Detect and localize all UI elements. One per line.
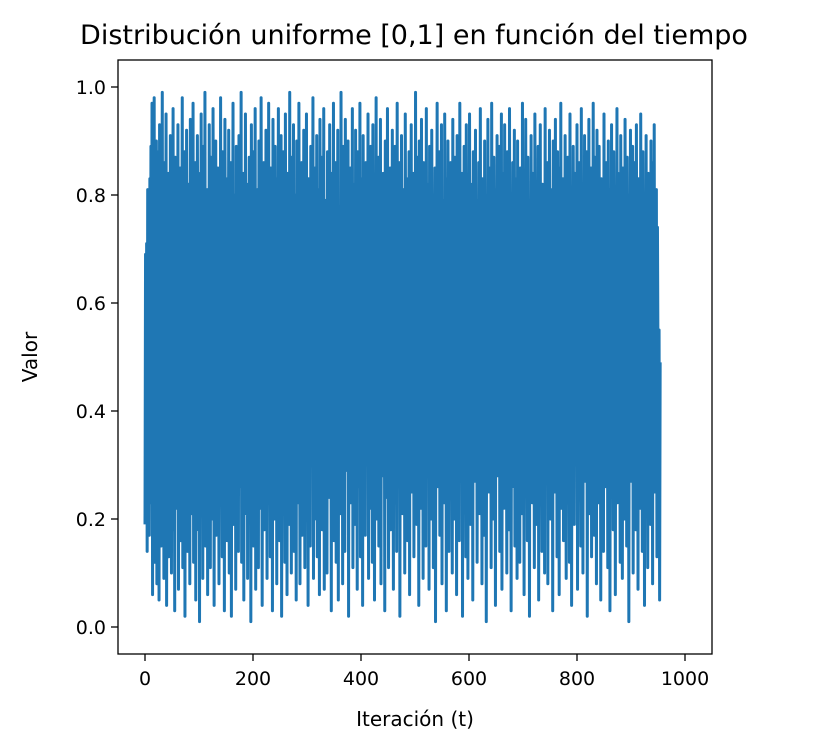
series-line-1 <box>143 90 662 624</box>
x-tick-label: 800 <box>559 668 595 690</box>
x-tick-label: 600 <box>451 668 487 690</box>
x-axis-label: Iteración (t) <box>356 707 474 731</box>
y-tick-label: 0.2 <box>76 509 106 531</box>
y-tick-label: 0.6 <box>76 293 106 315</box>
y-axis: 0.0 0.2 0.4 0.6 0.8 1.0 <box>76 77 118 639</box>
x-tick-label: 1000 <box>661 668 709 690</box>
x-tick-label: 400 <box>343 668 379 690</box>
plot-area <box>117 59 713 655</box>
y-tick-label: 0.4 <box>76 401 106 423</box>
series-layer <box>143 90 662 624</box>
x-tick-label: 200 <box>235 668 271 690</box>
x-tick-label: 0 <box>139 668 151 690</box>
y-tick-label: 1.0 <box>76 77 106 99</box>
plot-frame <box>117 59 713 655</box>
y-tick-label: 0.0 <box>76 617 106 639</box>
x-axis: 0 200 400 600 800 1000 <box>139 654 709 690</box>
y-tick-label: 0.8 <box>76 185 106 207</box>
y-axis-label: Valor <box>18 331 42 382</box>
chart-title: Distribución uniforme [0,1] en función d… <box>80 20 748 51</box>
